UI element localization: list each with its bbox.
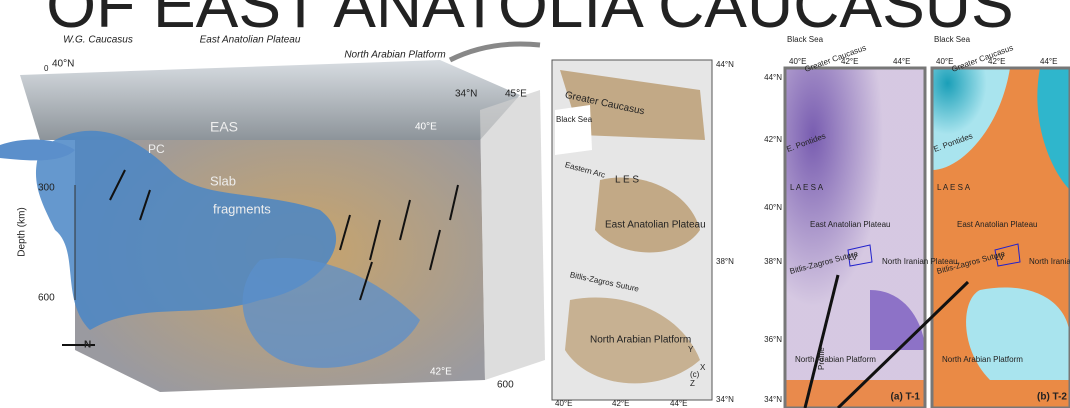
lat-label: 40°N bbox=[764, 203, 782, 212]
lon-label: 44°E bbox=[670, 399, 687, 408]
lon-label: 40°E bbox=[789, 57, 806, 66]
feature-label: EAS bbox=[210, 119, 238, 135]
map-panel bbox=[551, 59, 713, 401]
region-label: W.G. Caucasus bbox=[63, 35, 133, 46]
panel-label: (b) T-2 bbox=[1037, 392, 1067, 403]
tick-label: 300 bbox=[38, 183, 55, 194]
tick-label: 600 bbox=[38, 293, 55, 304]
lat-label: 44°N bbox=[764, 73, 782, 82]
lon-label: 44°E bbox=[893, 57, 910, 66]
tomo-label: Black Sea bbox=[787, 35, 824, 44]
axis-label: X bbox=[700, 363, 706, 372]
tomo-label: North Iranian Plateau bbox=[1029, 257, 1070, 266]
tomo-label: L A E S A bbox=[790, 183, 824, 192]
coord-label: 0 bbox=[44, 64, 49, 73]
slide-title: OF EAST ANATOLIA CAUCASUS bbox=[46, 0, 1013, 41]
lat-label: 38°N bbox=[764, 257, 782, 266]
tomo-label: L A E S A bbox=[937, 183, 971, 192]
feature-label: Slab bbox=[210, 173, 236, 188]
tomo-label: LV bbox=[995, 253, 1005, 262]
coord-label: 42°E bbox=[430, 367, 452, 378]
region-label: East Anatolian Plateau bbox=[200, 35, 301, 46]
lat-label: 34°N bbox=[716, 395, 734, 404]
tomo-label: North Iranian Plateau bbox=[882, 257, 958, 266]
coord-label: 40°E bbox=[415, 122, 437, 133]
coord-label: 40°N bbox=[52, 59, 74, 70]
tomo-label: North Arabian Platform bbox=[795, 355, 876, 364]
lon-label: 42°E bbox=[841, 57, 858, 66]
map-label: North Arabian Platform bbox=[590, 335, 691, 346]
lon-label: 42°E bbox=[612, 399, 629, 408]
lat-label: 44°N bbox=[716, 60, 734, 69]
north-label: N bbox=[84, 340, 91, 351]
block-diagram bbox=[0, 41, 545, 392]
panel-label: (c) bbox=[690, 370, 700, 379]
region-label: North Arabian Platform bbox=[344, 50, 445, 61]
tomo-b bbox=[836, 66, 1070, 408]
tomo-label: Black Sea bbox=[934, 35, 971, 44]
lon-label: 42°E bbox=[988, 57, 1005, 66]
map-label: East Anatolian Plateau bbox=[605, 220, 706, 231]
lat-label: 38°N bbox=[716, 257, 734, 266]
lat-label: 34°N bbox=[764, 395, 782, 404]
lon-label: 44°E bbox=[1040, 57, 1057, 66]
panel-label: (a) T-1 bbox=[891, 392, 921, 403]
tomo-label: North Arabian Platform bbox=[942, 355, 1023, 364]
lon-label: 40°E bbox=[936, 57, 953, 66]
feature-label: fragments bbox=[213, 201, 271, 216]
axis-title: Depth (km) bbox=[17, 207, 28, 256]
map-label: Black Sea bbox=[556, 115, 593, 124]
axis-label: Z bbox=[690, 379, 695, 388]
lat-label: 42°N bbox=[764, 135, 782, 144]
tomo-label: East Anatolian Plateau bbox=[810, 220, 891, 229]
profile-label: Profile bbox=[817, 347, 826, 370]
axis-label: Y bbox=[688, 345, 694, 354]
map-label: L E S bbox=[615, 175, 639, 186]
coord-label: 600 bbox=[497, 380, 514, 391]
coord-label: 34°N bbox=[455, 89, 477, 100]
coord-label: 45°E bbox=[505, 89, 527, 100]
tomo-label: East Anatolian Plateau bbox=[957, 220, 1038, 229]
lon-label: 40°E bbox=[555, 399, 572, 408]
tomo-label: LV bbox=[848, 253, 858, 262]
feature-label: PC bbox=[148, 142, 165, 156]
lat-label: 36°N bbox=[764, 335, 782, 344]
